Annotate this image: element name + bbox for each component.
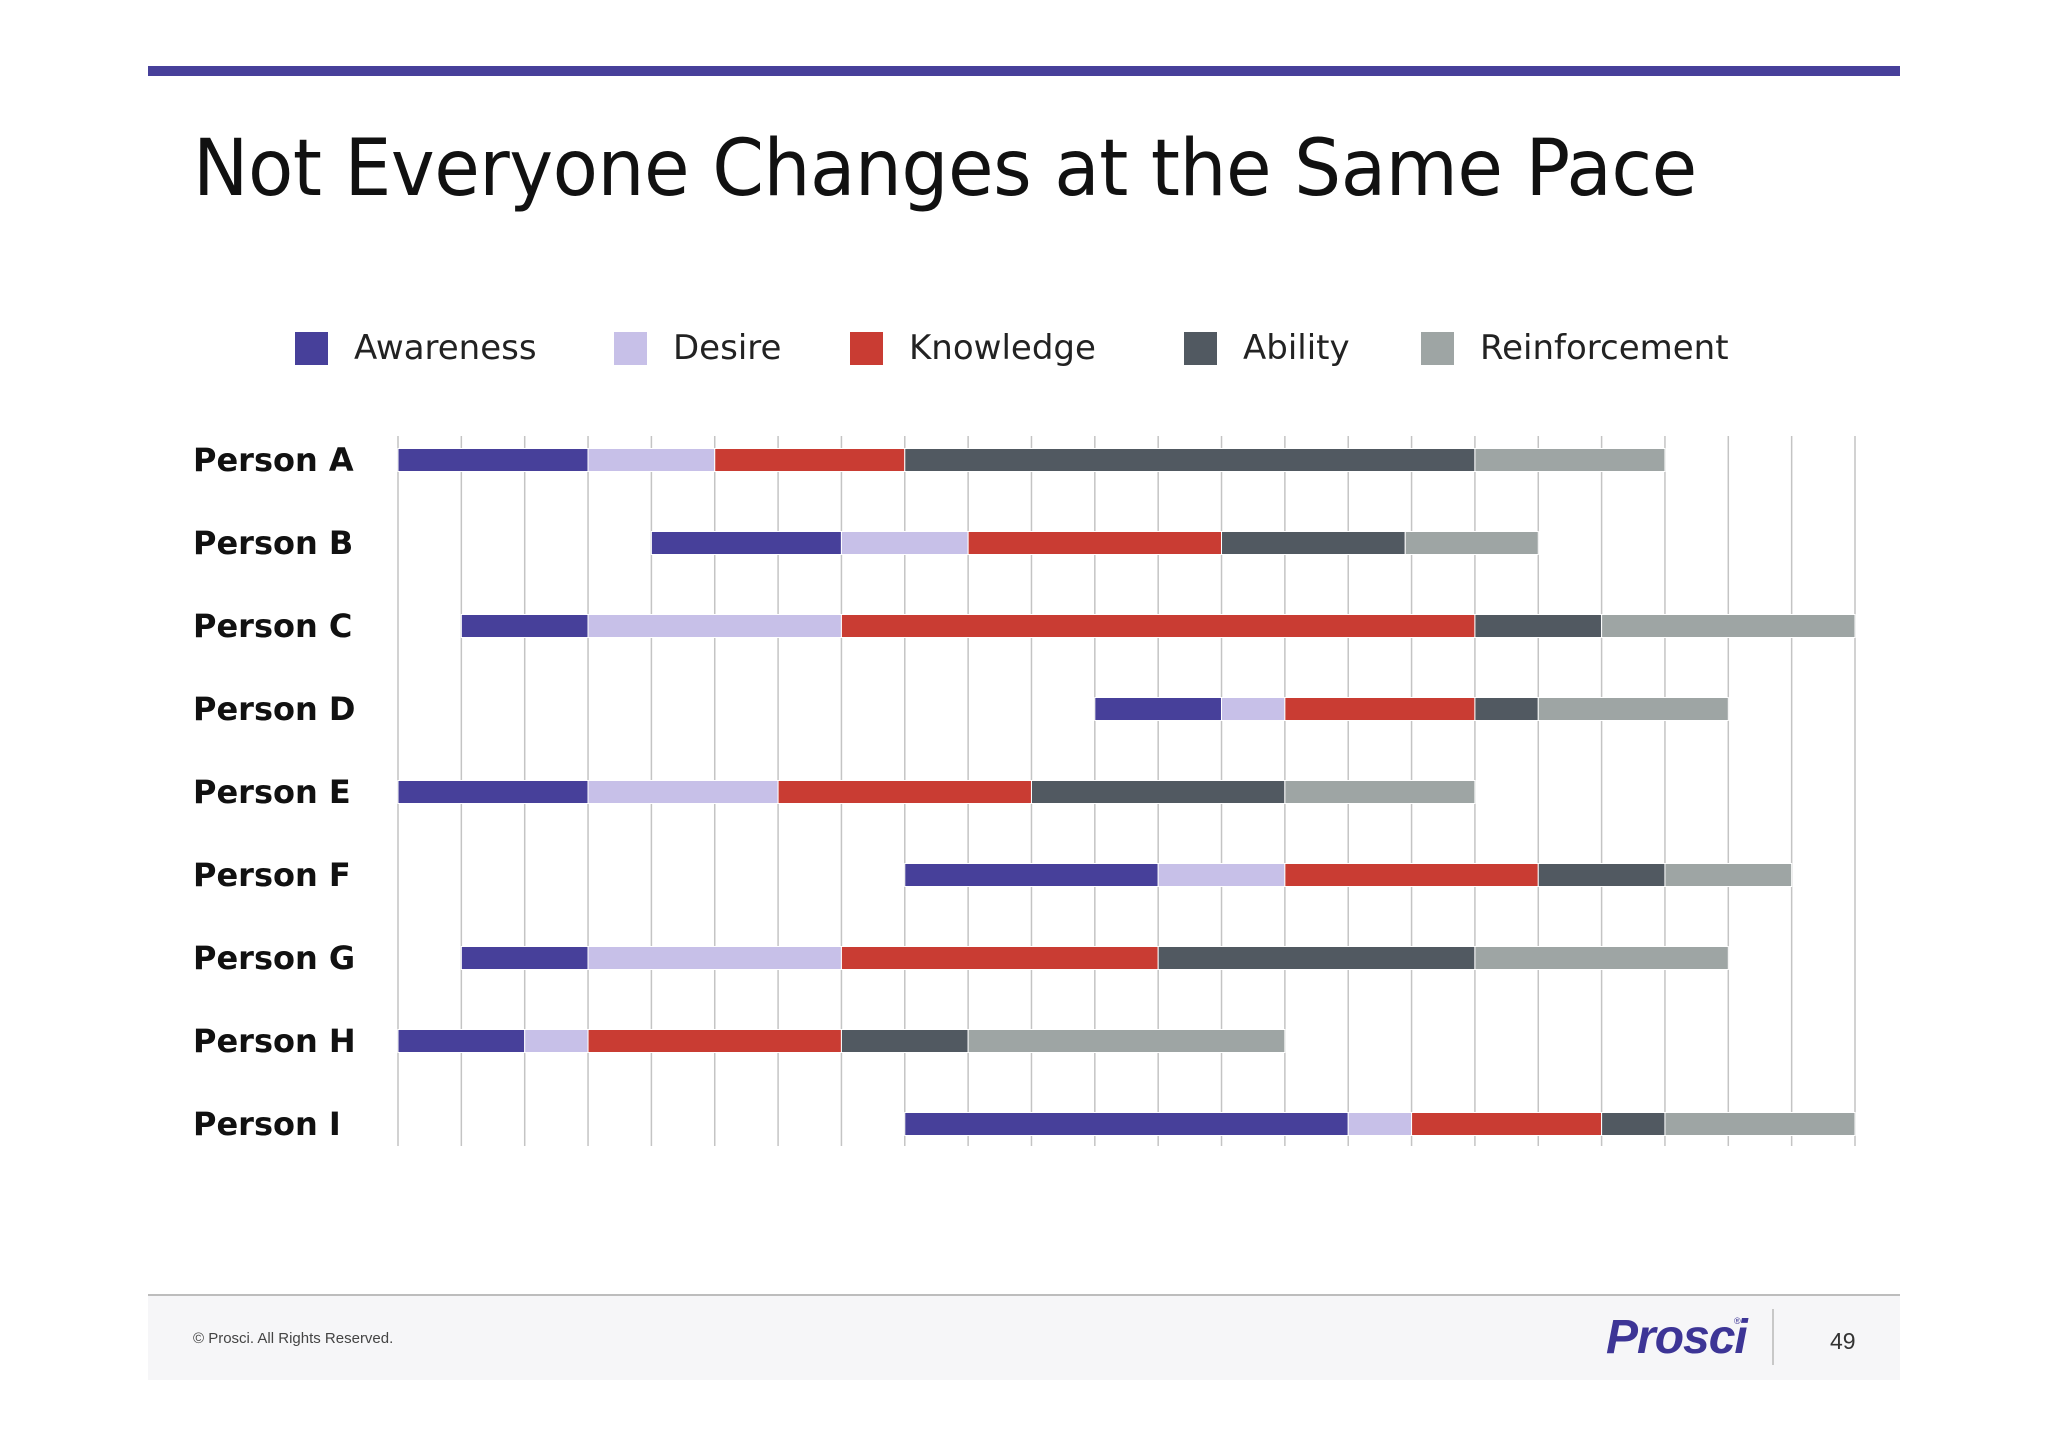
bar-segment-desire xyxy=(587,946,842,970)
bar-segment-reinforcement xyxy=(1284,780,1476,804)
bar-segment-ability xyxy=(1537,863,1666,887)
legend-label-reinforcement: Reinforcement xyxy=(1480,328,1729,368)
legend-label-knowledge: Knowledge xyxy=(909,328,1096,368)
bar-segment-reinforcement xyxy=(1474,448,1666,472)
row-label: Person H xyxy=(193,1022,356,1060)
bar-segment-knowledge xyxy=(1284,863,1539,887)
legend-item-ability: Ability xyxy=(1184,328,1350,368)
prosci-logo: Prosci xyxy=(1606,1311,1748,1364)
bar-segment-knowledge xyxy=(714,448,906,472)
bar-segment-knowledge xyxy=(967,531,1223,555)
legend-item-desire: Desire xyxy=(614,328,781,368)
row-label: Person F xyxy=(193,856,351,894)
bar-segment-reinforcement xyxy=(1474,946,1729,970)
bar-segment-desire xyxy=(587,448,716,472)
legend-swatch-awareness xyxy=(295,331,328,365)
registered-mark: ® xyxy=(1734,1316,1741,1326)
bar-segment-reinforcement xyxy=(1664,1112,1856,1136)
slide-title: Not Everyone Changes at the Same Pace xyxy=(193,124,1697,214)
row-label: Person A xyxy=(193,441,354,479)
bar-segment-knowledge xyxy=(1284,697,1476,721)
bar-segment-reinforcement xyxy=(1601,614,1856,638)
legend-item-knowledge: Knowledge xyxy=(850,328,1096,368)
legend-label-desire: Desire xyxy=(673,328,782,368)
bar-segment-ability xyxy=(840,1029,969,1053)
legend-label-ability: Ability xyxy=(1243,328,1350,368)
bar-segment-awareness xyxy=(397,780,589,804)
bar-segment-ability xyxy=(904,448,1476,472)
row-label: Person D xyxy=(193,690,355,728)
bar-segment-ability xyxy=(1601,1112,1666,1136)
legend-item-reinforcement: Reinforcement xyxy=(1421,328,1729,368)
row-label: Person G xyxy=(193,939,355,977)
bar-segment-knowledge xyxy=(587,1029,842,1053)
row-label: Person C xyxy=(193,607,352,645)
gantt-chart: Person A Person B Person C Person D Person E… xyxy=(193,436,1856,1146)
footer-band xyxy=(148,1296,1900,1380)
bar-segment-ability xyxy=(1474,614,1603,638)
legend-item-awareness: Awareness xyxy=(295,328,537,368)
bar-segment-desire xyxy=(587,780,779,804)
footer-divider xyxy=(1772,1309,1774,1365)
bar-segment-knowledge xyxy=(777,780,1032,804)
bar-segment-ability xyxy=(1474,697,1539,721)
legend-swatch-desire xyxy=(614,331,647,365)
bar-segment-ability xyxy=(1221,531,1406,555)
row-label: Person E xyxy=(193,773,351,811)
page-number: 49 xyxy=(1830,1328,1856,1354)
bar-segment-knowledge xyxy=(1411,1112,1603,1136)
row-label: Person I xyxy=(193,1105,341,1143)
bar-segment-awareness xyxy=(650,531,842,555)
legend-swatch-reinforcement xyxy=(1421,331,1454,365)
footer-rule xyxy=(148,1294,1900,1296)
bar-segment-desire xyxy=(1221,697,1286,721)
bar-segment-reinforcement xyxy=(1537,697,1729,721)
bar-segment-awareness xyxy=(904,1112,1349,1136)
bar-segment-knowledge xyxy=(840,946,1159,970)
bar-segment-desire xyxy=(587,614,842,638)
bar-segment-desire xyxy=(1157,863,1286,887)
bar-segment-awareness xyxy=(1094,697,1223,721)
bar-segment-reinforcement xyxy=(1664,863,1793,887)
legend-label-awareness: Awareness xyxy=(354,328,537,368)
legend-swatch-ability xyxy=(1184,331,1217,365)
legend-swatch-knowledge xyxy=(850,331,883,365)
top-accent-rule xyxy=(148,66,1900,76)
bar-segment-ability xyxy=(1157,946,1476,970)
bar-segment-desire xyxy=(840,531,969,555)
bar-segment-reinforcement xyxy=(967,1029,1286,1053)
chart-legend: Awareness Desire Knowledge Ability Reinf… xyxy=(0,328,2048,368)
bar-segment-awareness xyxy=(460,946,589,970)
bar-segment-desire xyxy=(1347,1112,1413,1136)
copyright-text: © Prosci. All Rights Reserved. xyxy=(193,1330,394,1347)
bar-segment-awareness xyxy=(397,448,589,472)
bar-segment-ability xyxy=(1030,780,1286,804)
bar-segment-awareness xyxy=(460,614,589,638)
bar-segment-awareness xyxy=(904,863,1159,887)
bar-segment-knowledge xyxy=(840,614,1476,638)
row-label: Person B xyxy=(193,524,353,562)
bar-segment-desire xyxy=(524,1029,589,1053)
bar-segment-reinforcement xyxy=(1404,531,1539,555)
bar-segment-awareness xyxy=(397,1029,526,1053)
